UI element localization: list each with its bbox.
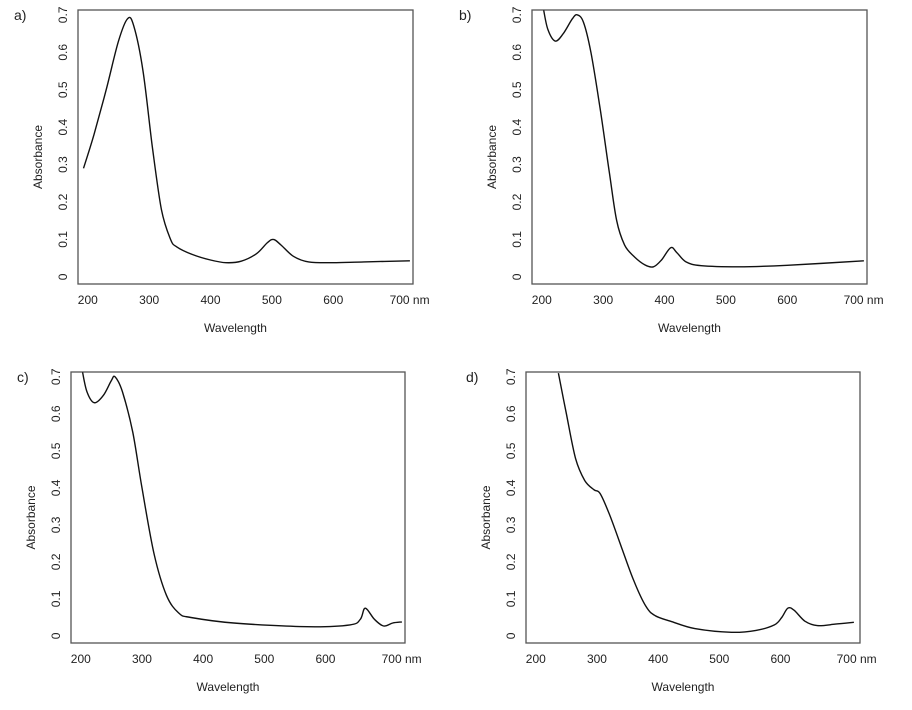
x-tick-label: 700 nm — [390, 293, 430, 307]
x-tick-label: 200 — [71, 652, 91, 666]
plot-frame — [77, 9, 414, 285]
x-axis-title: Wavelength — [197, 680, 260, 694]
x-tick-label: 600 — [770, 652, 790, 666]
panel-label: a) — [14, 7, 26, 23]
y-axis-title: Absorbance — [31, 125, 45, 189]
y-tick-label: 0.1 — [49, 590, 63, 607]
x-tick-label: 600 — [323, 293, 343, 307]
x-tick-label: 400 — [201, 293, 221, 307]
y-tick-label: 0.2 — [510, 193, 524, 210]
y-tick-label: 0.6 — [504, 405, 518, 422]
x-tick-label: 400 — [193, 652, 213, 666]
x-tick-label: 700 nm — [382, 652, 422, 666]
plot-frame — [531, 9, 868, 285]
x-tick-label: 500 — [262, 293, 282, 307]
x-tick-label: 700 nm — [837, 652, 877, 666]
panel-label: b) — [459, 7, 471, 23]
y-tick-label: 0.4 — [49, 479, 63, 496]
x-tick-label: 300 — [132, 652, 152, 666]
spectrum-line — [82, 16, 410, 264]
x-tick-label: 300 — [139, 293, 159, 307]
y-tick-label: 0.3 — [56, 156, 70, 173]
x-tick-label: 300 — [593, 293, 613, 307]
y-axis-title: Absorbance — [479, 485, 493, 549]
y-tick-label: 0.1 — [504, 590, 518, 607]
y-tick-label: 0.1 — [56, 231, 70, 248]
x-tick-label: 700 nm — [844, 293, 884, 307]
chart-panel: b) 200 300 400 500 600 700 nm 0 0.1 0.2 0.3 0.4 0.5 0… — [459, 6, 884, 335]
panel-label: c) — [17, 369, 29, 385]
spectrum-line — [543, 10, 864, 268]
chart-panel: d) 200 300 400 500 600 700 nm 0 0.1 0.2 0.3 0.4 0.5 0… — [466, 368, 877, 694]
x-axis-title: Wavelength — [658, 321, 721, 335]
x-tick-label: 200 — [526, 652, 546, 666]
y-tick-label: 0.3 — [49, 516, 63, 533]
spectrum-line — [557, 372, 854, 634]
x-tick-label: 200 — [78, 293, 98, 307]
x-tick-label: 400 — [655, 293, 675, 307]
y-tick-label: 0.6 — [56, 44, 70, 61]
y-tick-label: 0.5 — [510, 81, 524, 98]
x-tick-label: 600 — [777, 293, 797, 307]
y-tick-label: 0 — [56, 273, 70, 280]
y-tick-label: 0.5 — [504, 442, 518, 459]
x-tick-label: 500 — [716, 293, 736, 307]
y-tick-label: 0.7 — [56, 6, 70, 23]
y-tick-label: 0.3 — [510, 156, 524, 173]
y-tick-label: 0.2 — [504, 553, 518, 570]
plot-frame — [70, 371, 406, 644]
y-tick-label: 0 — [504, 632, 518, 639]
panel-label: d) — [466, 369, 478, 385]
x-tick-label: 500 — [709, 652, 729, 666]
x-tick-label: 200 — [532, 293, 552, 307]
x-axis-title: Wavelength — [204, 321, 267, 335]
y-tick-label: 0.6 — [49, 405, 63, 422]
chart-panel: c) 200 300 400 500 600 700 nm 0 0.1 0.2 0.3 0.4 0.5 0… — [17, 368, 422, 694]
y-axis-title: Absorbance — [485, 125, 499, 189]
y-tick-label: 0.6 — [510, 44, 524, 61]
y-axis-title: Absorbance — [24, 485, 38, 549]
y-tick-label: 0 — [510, 273, 524, 280]
x-tick-label: 300 — [587, 652, 607, 666]
y-tick-label: 0.5 — [56, 81, 70, 98]
y-tick-label: 0 — [49, 632, 63, 639]
y-tick-label: 0.4 — [510, 118, 524, 135]
x-tick-label: 600 — [315, 652, 335, 666]
y-tick-label: 0.4 — [504, 479, 518, 496]
y-tick-label: 0.4 — [56, 118, 70, 135]
y-tick-label: 0.1 — [510, 231, 524, 248]
y-tick-label: 0.5 — [49, 442, 63, 459]
y-tick-label: 0.7 — [49, 368, 63, 385]
x-tick-label: 500 — [254, 652, 274, 666]
chart-panel: a) 200 300 400 500 600 700 nm 0 0.1 0.2 0.3 0.4 0.5 0… — [14, 6, 430, 335]
y-tick-label: 0.3 — [504, 516, 518, 533]
spectrum-line — [81, 372, 402, 628]
x-axis-title: Wavelength — [652, 680, 715, 694]
y-tick-label: 0.2 — [49, 553, 63, 570]
y-tick-label: 0.7 — [510, 6, 524, 23]
y-tick-label: 0.2 — [56, 193, 70, 210]
plot-frame — [525, 371, 861, 644]
x-tick-label: 400 — [648, 652, 668, 666]
y-tick-label: 0.7 — [504, 368, 518, 385]
